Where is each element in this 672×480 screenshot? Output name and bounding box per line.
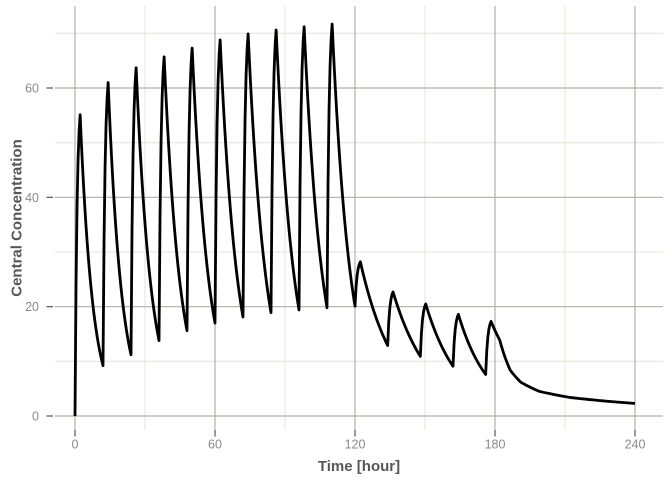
y-tick-label: 60 <box>25 81 39 95</box>
x-tick-label: 60 <box>208 438 222 452</box>
x-tick-label: 120 <box>345 438 366 452</box>
y-tick-label: 20 <box>25 300 39 314</box>
y-tick-labels: 0 20 40 60 <box>25 81 39 423</box>
gridlines-major <box>55 6 663 430</box>
y-tick-label: 40 <box>25 191 39 205</box>
x-tick-label: 240 <box>625 438 646 452</box>
x-tick-label: 180 <box>485 438 506 452</box>
axis-tick-marks <box>46 87 636 437</box>
x-tick-label: 0 <box>72 438 79 452</box>
x-axis-title: Time [hour] <box>317 458 401 475</box>
concentration-curve <box>73 22 636 417</box>
y-axis-title: Central Concentration <box>8 139 26 297</box>
y-tick-label: 0 <box>32 410 39 424</box>
x-tick-labels: 0 60 120 180 240 <box>72 438 646 452</box>
gridlines-minor <box>55 6 663 430</box>
